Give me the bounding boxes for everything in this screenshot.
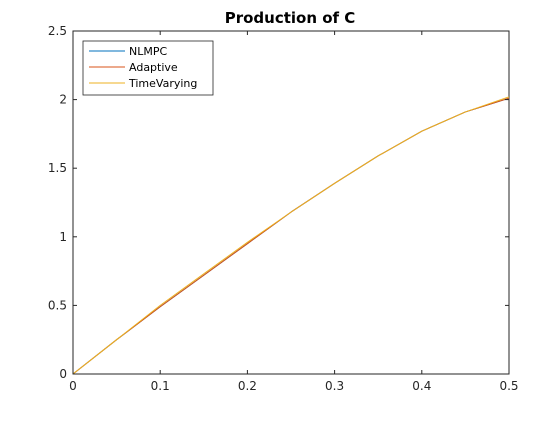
legend-label-adaptive: Adaptive — [129, 61, 178, 74]
x-tick-label: 0.1 — [151, 379, 170, 393]
y-tick-label: 1 — [59, 230, 67, 244]
series-layer — [72, 96, 510, 375]
ticks-layer: 0 0.1 0.2 0.3 0.4 0.5 0 0.5 1 1.5 2 2.5 — [48, 24, 519, 393]
legend-label-timevarying: TimeVarying — [128, 77, 197, 90]
series-line-timevarying — [72, 96, 510, 375]
y-tick-label: 1.5 — [48, 161, 67, 175]
y-tick-label: 2 — [59, 93, 67, 107]
chart-title: Production of C — [225, 9, 356, 27]
x-tick-label: 0.4 — [412, 379, 431, 393]
legend: NLMPC Adaptive TimeVarying — [82, 40, 214, 96]
y-tick-label: 0.5 — [48, 298, 67, 312]
legend-box — [82, 40, 214, 96]
x-tick-label: 0.2 — [238, 379, 257, 393]
legend-label-nlmpc: NLMPC — [129, 45, 167, 58]
x-tick-label: 0 — [69, 379, 77, 393]
x-tick-label: 0.3 — [325, 379, 344, 393]
y-tick-label: 2.5 — [48, 24, 67, 38]
y-tick-label: 0 — [59, 367, 67, 381]
x-tick-label: 0.5 — [499, 379, 518, 393]
